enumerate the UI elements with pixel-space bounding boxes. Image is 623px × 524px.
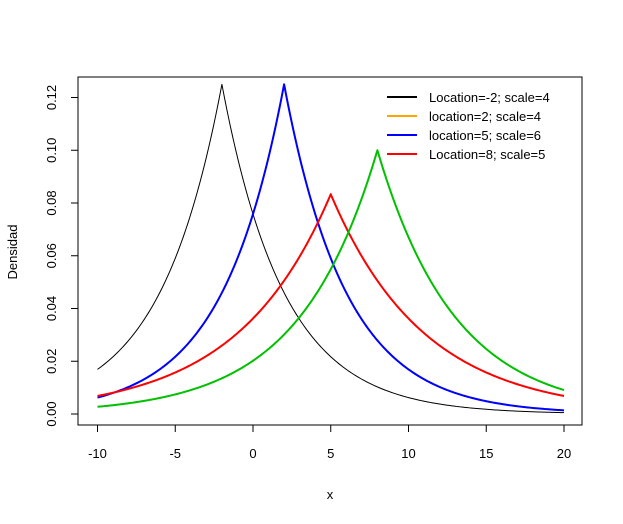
- y-axis-title: Densidad: [5, 225, 20, 280]
- legend: Location=-2; scale=4 location=2; scale=4 l…: [387, 90, 550, 162]
- y-tick-label: 0.10: [44, 138, 59, 163]
- x-tick-label: 0: [249, 446, 256, 461]
- y-axis: 0.00 0.02 0.04 0.06 0.08 0.10 0.12: [44, 85, 79, 427]
- x-tick-label: 10: [401, 446, 415, 461]
- x-tick-label: -5: [169, 446, 181, 461]
- y-tick-label: 0.06: [44, 243, 59, 268]
- y-tick-label: 0.02: [44, 349, 59, 374]
- curves: [97, 83, 565, 414]
- curve-series-4: [97, 149, 565, 408]
- legend-label: location=2; scale=4: [429, 109, 541, 124]
- x-axis-title: x: [327, 487, 334, 502]
- y-tick-label: 0.04: [44, 296, 59, 321]
- legend-label: Location=8; scale=5: [429, 147, 545, 162]
- x-axis: -10 -5 0 5 10 15 20: [88, 424, 571, 461]
- y-tick-label: 0.08: [44, 190, 59, 215]
- y-tick-label: 0.12: [44, 85, 59, 110]
- legend-label: location=5; scale=6: [429, 128, 541, 143]
- x-tick-label: 20: [557, 446, 571, 461]
- x-tick-label: -10: [88, 446, 107, 461]
- x-tick-label: 5: [327, 446, 334, 461]
- curve-series-2: [97, 83, 565, 412]
- curve-series-3: [97, 193, 565, 397]
- y-tick-label: 0.00: [44, 401, 59, 426]
- legend-label: Location=-2; scale=4: [429, 90, 550, 105]
- x-tick-label: 15: [479, 446, 493, 461]
- curve-series-1: [97, 83, 565, 414]
